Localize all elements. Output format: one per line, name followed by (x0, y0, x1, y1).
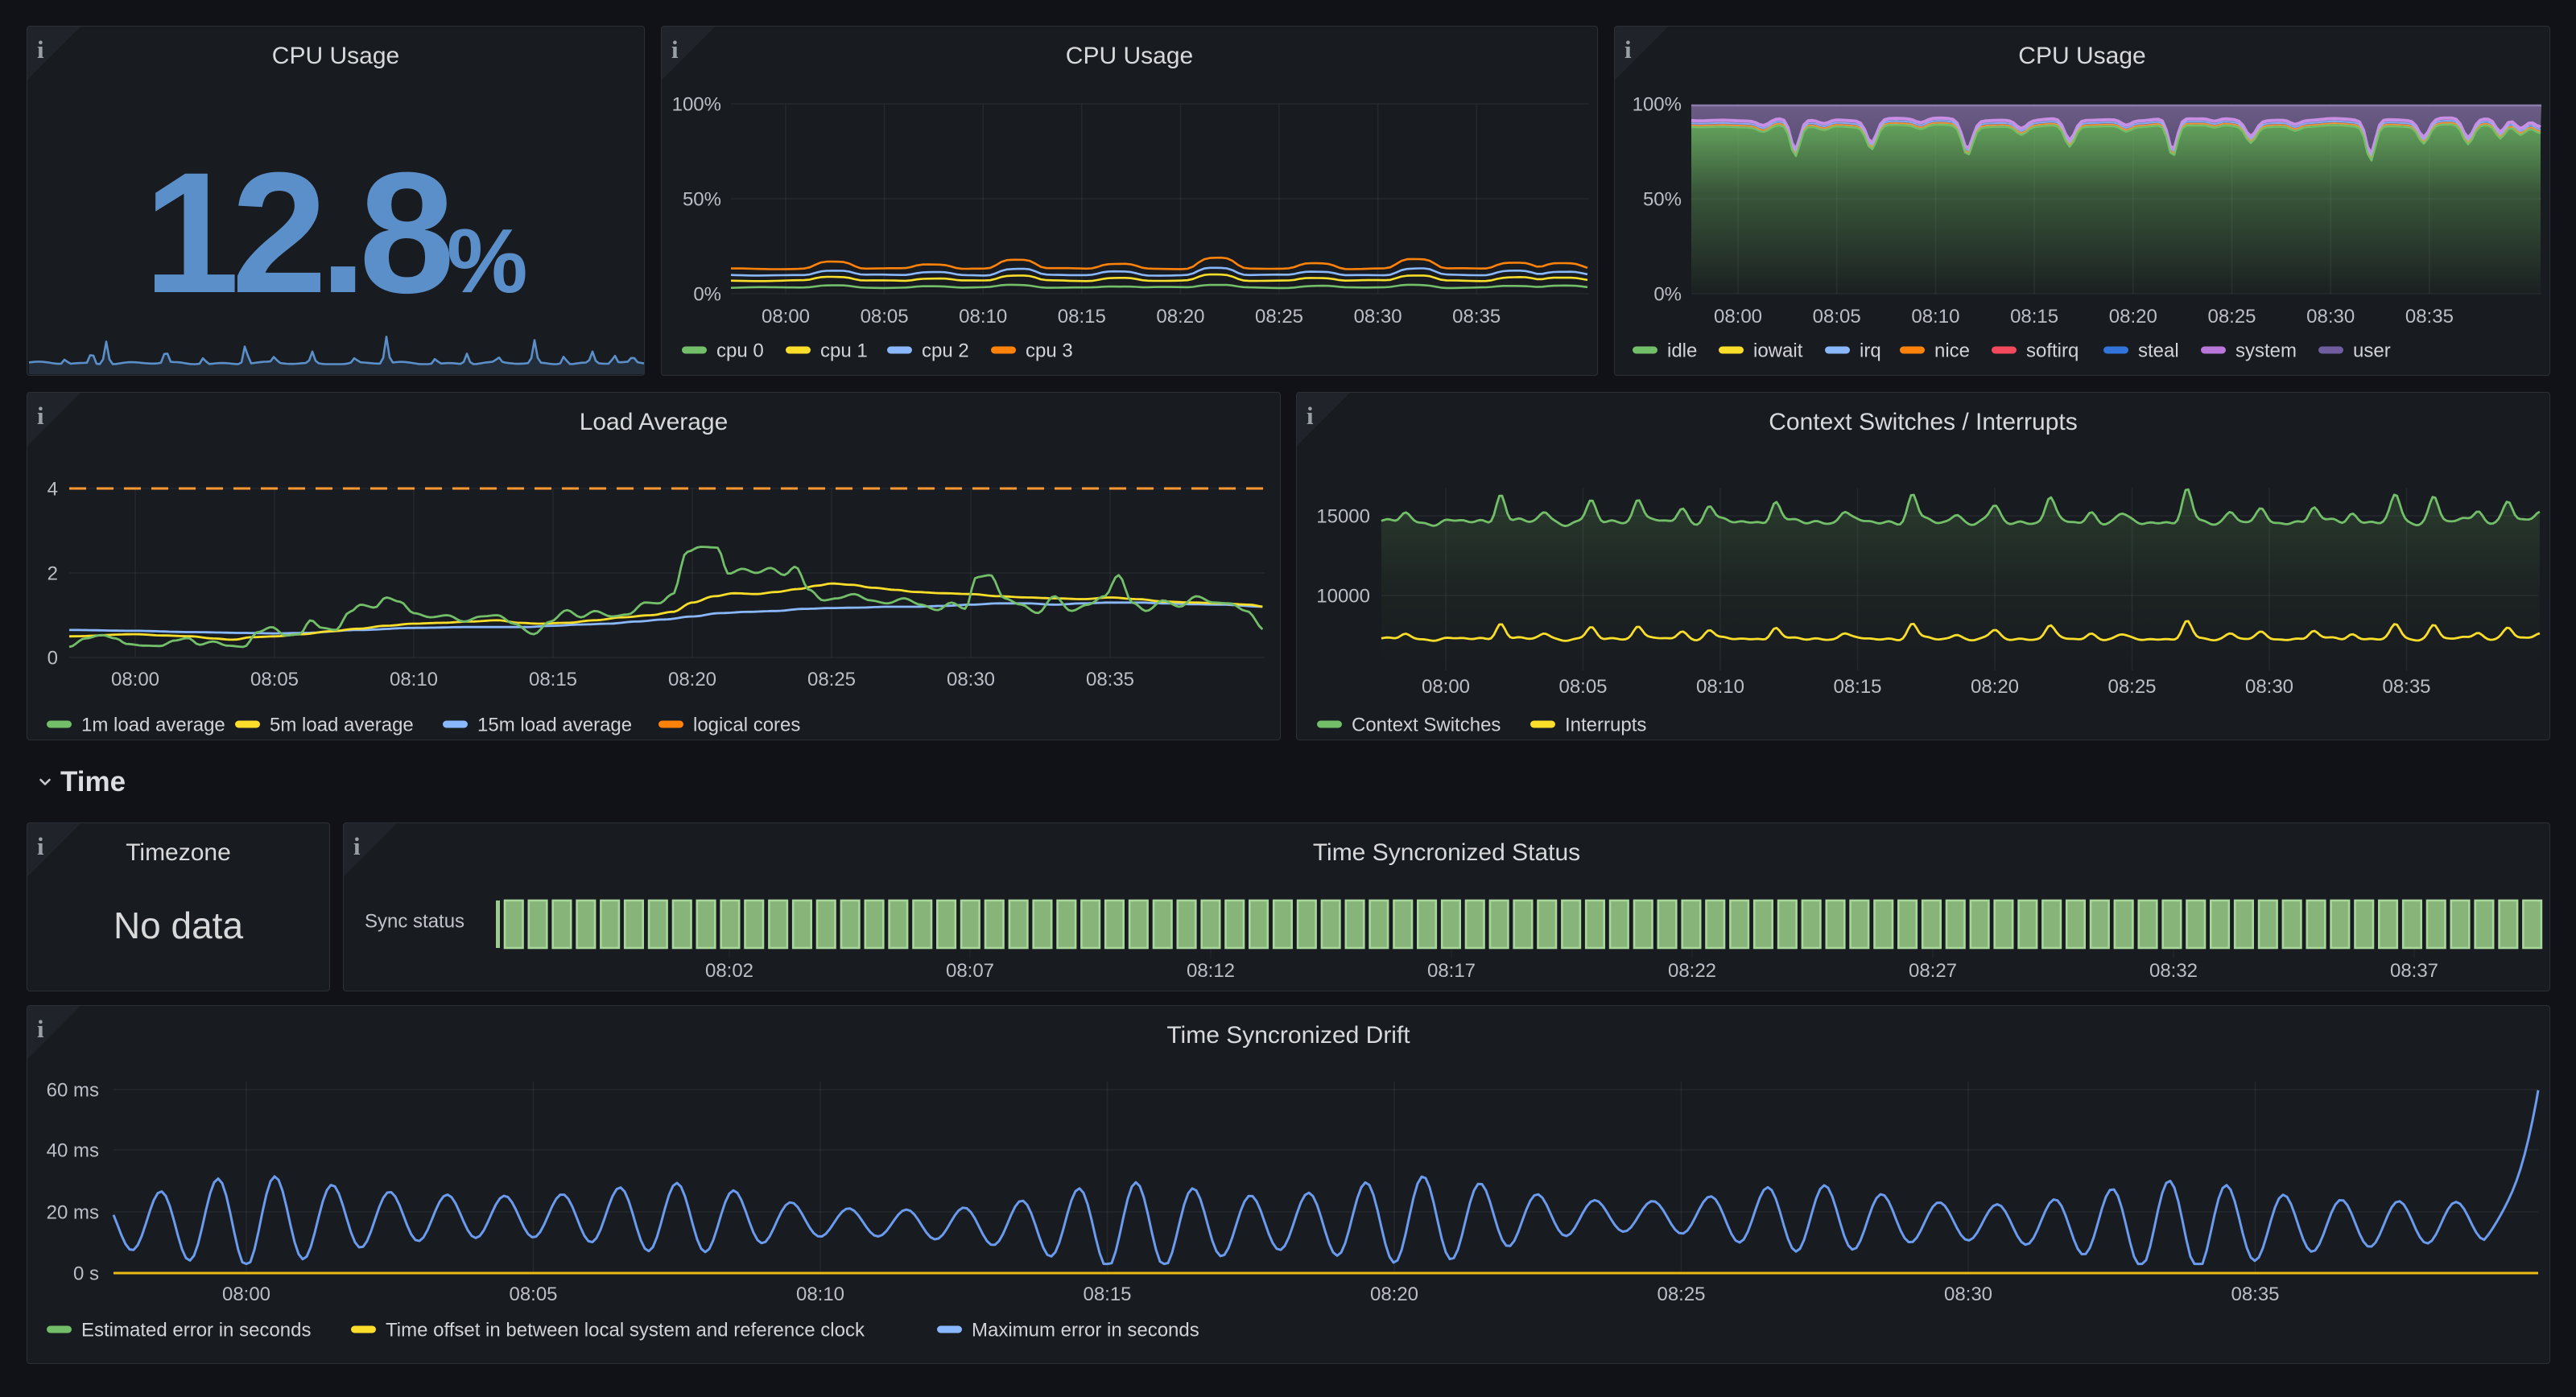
svg-text:08:35: 08:35 (1086, 669, 1134, 690)
svg-text:08:10: 08:10 (390, 669, 438, 690)
svg-text:08:30: 08:30 (1354, 306, 1402, 328)
svg-text:08:35: 08:35 (1452, 306, 1501, 328)
svg-text:08:05: 08:05 (1558, 676, 1607, 698)
svg-text:softirq: softirq (2026, 340, 2079, 362)
svg-text:Interrupts: Interrupts (1565, 715, 1646, 736)
svg-text:0 s: 0 s (73, 1263, 99, 1285)
svg-text:100%: 100% (1633, 94, 1682, 116)
svg-text:08:05: 08:05 (250, 669, 299, 690)
svg-text:08:25: 08:25 (2107, 676, 2156, 698)
svg-text:steal: steal (2138, 340, 2179, 362)
svg-text:08:30: 08:30 (947, 669, 995, 690)
svg-text:08:17: 08:17 (1427, 960, 1476, 982)
svg-text:Maximum error in seconds: Maximum error in seconds (972, 1320, 1199, 1341)
svg-text:08:35: 08:35 (2231, 1284, 2279, 1305)
svg-text:08:10: 08:10 (796, 1284, 844, 1305)
svg-text:08:20: 08:20 (668, 669, 716, 690)
svg-text:08:32: 08:32 (2149, 960, 2198, 982)
svg-text:08:00: 08:00 (762, 306, 810, 328)
svg-text:08:15: 08:15 (2010, 306, 2058, 328)
svg-text:08:25: 08:25 (2207, 306, 2256, 328)
svg-text:08:10: 08:10 (1911, 306, 1959, 328)
svg-text:08:00: 08:00 (1422, 676, 1470, 698)
svg-text:08:30: 08:30 (2306, 306, 2355, 328)
svg-text:08:37: 08:37 (2390, 960, 2438, 982)
svg-text:20 ms: 20 ms (47, 1202, 99, 1224)
svg-text:08:25: 08:25 (1657, 1284, 1705, 1305)
svg-text:08:10: 08:10 (1696, 676, 1744, 698)
svg-text:logical cores: logical cores (693, 715, 800, 736)
svg-text:60 ms: 60 ms (47, 1080, 99, 1102)
svg-text:cpu 1: cpu 1 (820, 340, 868, 362)
svg-text:08:05: 08:05 (1813, 306, 1861, 328)
svg-text:08:15: 08:15 (1833, 676, 1881, 698)
svg-text:08:00: 08:00 (1714, 306, 1762, 328)
svg-text:4: 4 (47, 479, 58, 501)
svg-text:08:15: 08:15 (1058, 306, 1106, 328)
svg-text:2: 2 (47, 563, 58, 585)
svg-text:0: 0 (47, 648, 58, 670)
svg-text:50%: 50% (1643, 189, 1682, 211)
svg-text:40 ms: 40 ms (47, 1140, 99, 1162)
svg-text:nice: nice (1934, 340, 1970, 362)
svg-text:08:05: 08:05 (509, 1284, 557, 1305)
svg-text:Estimated error in seconds: Estimated error in seconds (81, 1320, 311, 1341)
svg-text:08:07: 08:07 (946, 960, 994, 982)
svg-text:0%: 0% (1653, 284, 1682, 306)
svg-text:15m load average: 15m load average (477, 715, 632, 736)
svg-text:08:20: 08:20 (1370, 1284, 1418, 1305)
svg-text:08:00: 08:00 (222, 1284, 270, 1305)
svg-text:15000: 15000 (1316, 506, 1370, 528)
svg-text:08:12: 08:12 (1187, 960, 1235, 982)
svg-text:08:20: 08:20 (1156, 306, 1204, 328)
svg-text:08:30: 08:30 (2245, 676, 2293, 698)
svg-text:0%: 0% (693, 284, 721, 306)
svg-text:08:00: 08:00 (111, 669, 159, 690)
svg-text:cpu 2: cpu 2 (922, 340, 969, 362)
svg-text:08:15: 08:15 (1083, 1284, 1131, 1305)
svg-text:08:15: 08:15 (529, 669, 577, 690)
svg-text:5m load average: 5m load average (270, 715, 414, 736)
svg-text:cpu 3: cpu 3 (1026, 340, 1073, 362)
svg-text:08:20: 08:20 (1971, 676, 2019, 698)
svg-text:cpu 0: cpu 0 (716, 340, 764, 362)
svg-text:08:02: 08:02 (705, 960, 753, 982)
svg-text:08:25: 08:25 (807, 669, 856, 690)
svg-text:50%: 50% (683, 189, 721, 211)
svg-text:08:10: 08:10 (959, 306, 1007, 328)
svg-text:irq: irq (1860, 340, 1881, 362)
svg-text:Context Switches: Context Switches (1352, 715, 1501, 736)
svg-text:Time offset in between local s: Time offset in between local system and … (386, 1320, 865, 1341)
svg-text:Sync status: Sync status (365, 911, 464, 933)
svg-text:1m load average: 1m load average (81, 715, 225, 736)
svg-text:system: system (2235, 340, 2297, 362)
svg-text:user: user (2353, 340, 2391, 362)
svg-text:08:20: 08:20 (2109, 306, 2157, 328)
svg-text:100%: 100% (672, 94, 721, 116)
svg-text:idle: idle (1667, 340, 1697, 362)
svg-text:08:35: 08:35 (2382, 676, 2430, 698)
svg-text:10000: 10000 (1316, 586, 1370, 608)
svg-text:08:35: 08:35 (2405, 306, 2454, 328)
svg-text:08:27: 08:27 (1909, 960, 1957, 982)
svg-text:iowait: iowait (1753, 340, 1803, 362)
svg-text:08:05: 08:05 (861, 306, 909, 328)
svg-text:08:25: 08:25 (1255, 306, 1303, 328)
svg-text:08:30: 08:30 (1944, 1284, 1992, 1305)
svg-text:08:22: 08:22 (1668, 960, 1716, 982)
